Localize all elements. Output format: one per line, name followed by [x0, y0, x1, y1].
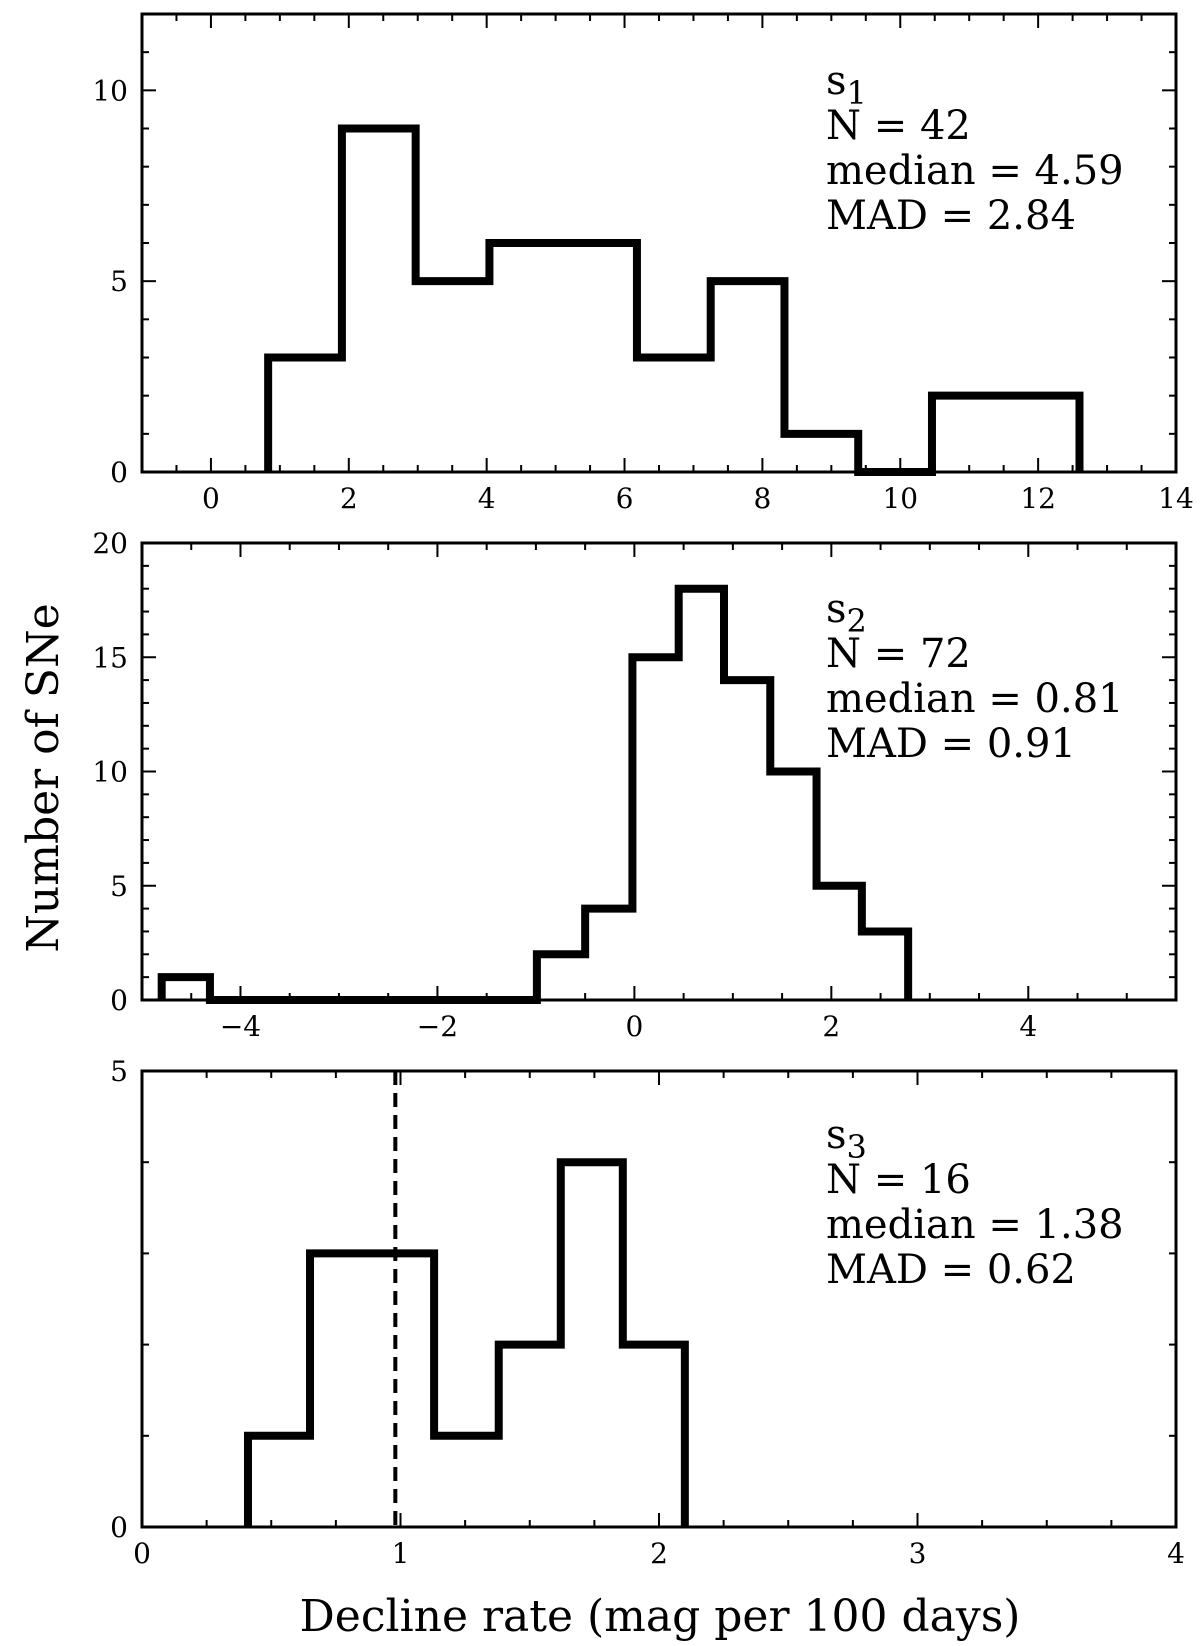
x-tick-label: 3: [909, 1537, 927, 1570]
stats-line: MAD = 0.62: [826, 1247, 1076, 1293]
y-tick-label: 15: [92, 641, 128, 674]
stats-line: N = 72: [826, 631, 971, 677]
x-tick-label: 0: [625, 1010, 643, 1043]
x-axis-label: Decline rate (mag per 100 days): [300, 1591, 1021, 1642]
stats-line: median = 4.59: [826, 148, 1124, 194]
x-tick-label: 8: [753, 482, 771, 515]
histogram-outline: [264, 124, 1084, 476]
sample-label: s2: [826, 586, 867, 640]
x-tick-label: 12: [1020, 482, 1056, 515]
y-tick-label: 0: [110, 1511, 128, 1544]
y-tick-label: 5: [110, 1055, 128, 1088]
x-tick-label: 0: [133, 1537, 151, 1570]
x-tick-label: −2: [417, 1010, 458, 1043]
x-tick-label: 14: [1158, 482, 1194, 515]
axes-frame: [140, 1069, 1178, 1529]
y-tick-label: 5: [110, 265, 128, 298]
stats-line: N = 42: [826, 103, 971, 149]
y-tick-label: 0: [110, 984, 128, 1017]
y-tick-label: 10: [92, 74, 128, 107]
y-tick-label: 10: [92, 756, 128, 789]
histogram-outline: [157, 584, 913, 1004]
x-tick-label: 2: [340, 482, 358, 515]
x-tick-label: 2: [650, 1537, 668, 1570]
histogram-outline: [243, 1158, 689, 1527]
axes-frame: [140, 12, 1178, 474]
stats-line: MAD = 2.84: [826, 193, 1076, 239]
stats-line: median = 0.81: [826, 676, 1124, 722]
axes-frame: [140, 541, 1178, 1002]
sample-label: s3: [826, 1112, 867, 1166]
y-axis-label: Number of SNe: [18, 603, 69, 952]
stats-line: median = 1.38: [826, 1202, 1124, 1248]
sample-label: s1: [826, 58, 867, 112]
x-tick-label: 4: [1167, 1537, 1185, 1570]
x-tick-label: 4: [478, 482, 496, 515]
stats-line: N = 16: [826, 1157, 971, 1203]
x-tick-label: 4: [1019, 1010, 1037, 1043]
x-tick-label: 0: [202, 482, 220, 515]
x-tick-label: 6: [616, 482, 634, 515]
stats-line: MAD = 0.91: [826, 721, 1076, 767]
y-tick-label: 0: [110, 456, 128, 489]
x-tick-label: 1: [392, 1537, 410, 1570]
y-tick-label: 20: [92, 527, 128, 560]
x-tick-label: −4: [220, 1010, 261, 1043]
y-tick-label: 5: [110, 870, 128, 903]
x-tick-label: 2: [822, 1010, 840, 1043]
x-tick-label: 10: [882, 482, 918, 515]
